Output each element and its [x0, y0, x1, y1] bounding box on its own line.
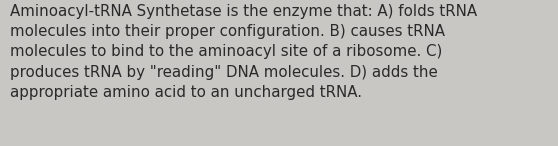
- Text: Aminoacyl-tRNA Synthetase is the enzyme that: A) folds tRNA
molecules into their: Aminoacyl-tRNA Synthetase is the enzyme …: [10, 4, 477, 100]
